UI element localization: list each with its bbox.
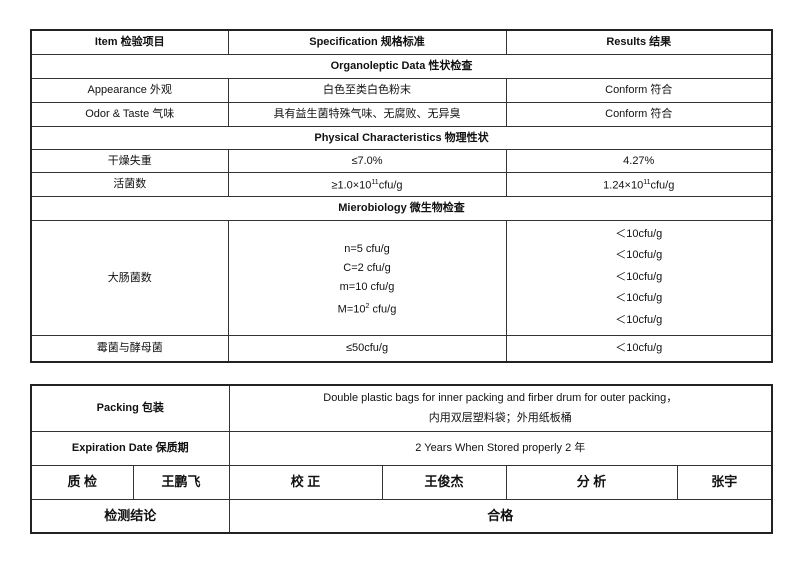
proof-name: 王俊杰 <box>381 464 507 500</box>
table-row: 大肠菌数 n=5 cfu/g C=2 cfu/g m=10 cfu/g M=10… <box>30 219 773 336</box>
table-row: 干燥失重 ≤7.0% 4.27% <box>30 148 773 173</box>
item-appearance: Appearance 外观 <box>30 77 229 103</box>
analysis-name: 张宇 <box>676 464 773 500</box>
proof-label: 校 正 <box>228 464 383 500</box>
spec-line: C=2 cfu/g <box>343 261 391 274</box>
spec-live-exp: 11 <box>371 178 379 186</box>
item-coliform: 大肠菌数 <box>30 219 229 336</box>
result-live-base: 1.24×10 <box>603 179 644 192</box>
qc-label: 质 检 <box>30 464 134 500</box>
analysis-label: 分 析 <box>505 464 678 500</box>
result-line: ＜10cfu/g <box>615 270 663 283</box>
table-row: 霉菌与酵母菌 ≤50cfu/g ＜10cfu/g <box>30 334 773 363</box>
result-mold: ＜10cfu/g <box>505 334 773 363</box>
footer-table: Packing 包装 Double plastic bags for inner… <box>30 384 774 534</box>
result-line: ＜10cfu/g <box>615 249 663 262</box>
result-loss: 4.27% <box>505 148 773 173</box>
item-odor: Odor & Taste 气味 <box>30 101 229 127</box>
packing-label: Packing 包装 <box>30 384 230 432</box>
result-live: 1.24×1011cfu/g <box>505 171 773 197</box>
header-item: Item 检验项目 <box>30 29 229 55</box>
packing-en: Double plastic bags for inner packing an… <box>323 392 678 405</box>
spec-line: M=102 cfu/g <box>229 297 506 316</box>
spec-m-base: M=10 <box>337 303 366 316</box>
spec-appearance: 白色至类白色粉末 <box>227 77 507 103</box>
packing-cn: 内用双层塑料袋；外用纸板桶 <box>428 412 572 425</box>
conclusion-label: 检测结论 <box>30 498 230 534</box>
spec-mold: ≤50cfu/g <box>227 334 507 363</box>
expiration-label: Expiration Date 保质期 <box>30 430 230 466</box>
result-odor: Conform 符合 <box>505 101 773 127</box>
table-row: 活菌数 ≥1.0×1011cfu/g 1.24×1011cfu/g <box>30 171 773 197</box>
inspection-table: Item 检验项目 Specification 规格标准 Results 结果 … <box>30 29 773 363</box>
table-row: Odor & Taste 气味 具有益生菌特殊气味、无腐败、无异臭 Confor… <box>30 101 773 127</box>
header-spec: Specification 规格标准 <box>227 29 507 55</box>
header-results: Results 结果 <box>505 29 773 55</box>
spec-live-base: ≥1.0×10 <box>331 179 372 192</box>
result-live-exp: 11 <box>643 178 651 186</box>
item-loss: 干燥失重 <box>30 148 229 173</box>
section-organoleptic: Organoleptic Data 性状检查 <box>30 53 773 79</box>
table-row: Appearance 外观 白色至类白色粉末 Conform 符合 <box>30 77 773 103</box>
result-line: ＜10cfu/g <box>615 292 663 305</box>
conclusion-value: 合格 <box>228 498 773 534</box>
spec-loss: ≤7.0% <box>227 148 507 173</box>
spec-line: m=10 cfu/g <box>339 280 395 293</box>
expiration-value: 2 Years When Stored properly 2 年 <box>228 430 773 466</box>
spec-m-exp: 2 <box>365 302 370 310</box>
qc-name: 王鹏飞 <box>132 464 230 500</box>
packing-value: Double plastic bags for inner packing an… <box>228 384 773 432</box>
result-coliform: ＜10cfu/g ＜10cfu/g ＜10cfu/g ＜10cfu/g ＜10c… <box>505 219 773 336</box>
spec-odor: 具有益生菌特殊气味、无腐败、无异臭 <box>227 101 507 127</box>
result-line: ＜10cfu/g <box>615 313 663 326</box>
spec-live-unit: cfu/g <box>378 179 403 192</box>
spec-line: n=5 cfu/g <box>344 242 390 255</box>
item-mold: 霉菌与酵母菌 <box>30 334 229 363</box>
item-live: 活菌数 <box>30 171 229 197</box>
section-physical: Physical Characteristics 物理性状 <box>30 125 773 150</box>
result-appearance: Conform 符合 <box>505 77 773 103</box>
section-micro: Mierobiology 微生物检查 <box>30 195 773 221</box>
spec-coliform: n=5 cfu/g C=2 cfu/g m=10 cfu/g M=102 cfu… <box>227 219 507 336</box>
spec-live: ≥1.0×1011cfu/g <box>227 171 507 197</box>
result-live-unit: cfu/g <box>650 179 675 192</box>
spec-m-unit: cfu/g <box>369 303 397 316</box>
result-line: ＜10cfu/g <box>615 227 663 240</box>
